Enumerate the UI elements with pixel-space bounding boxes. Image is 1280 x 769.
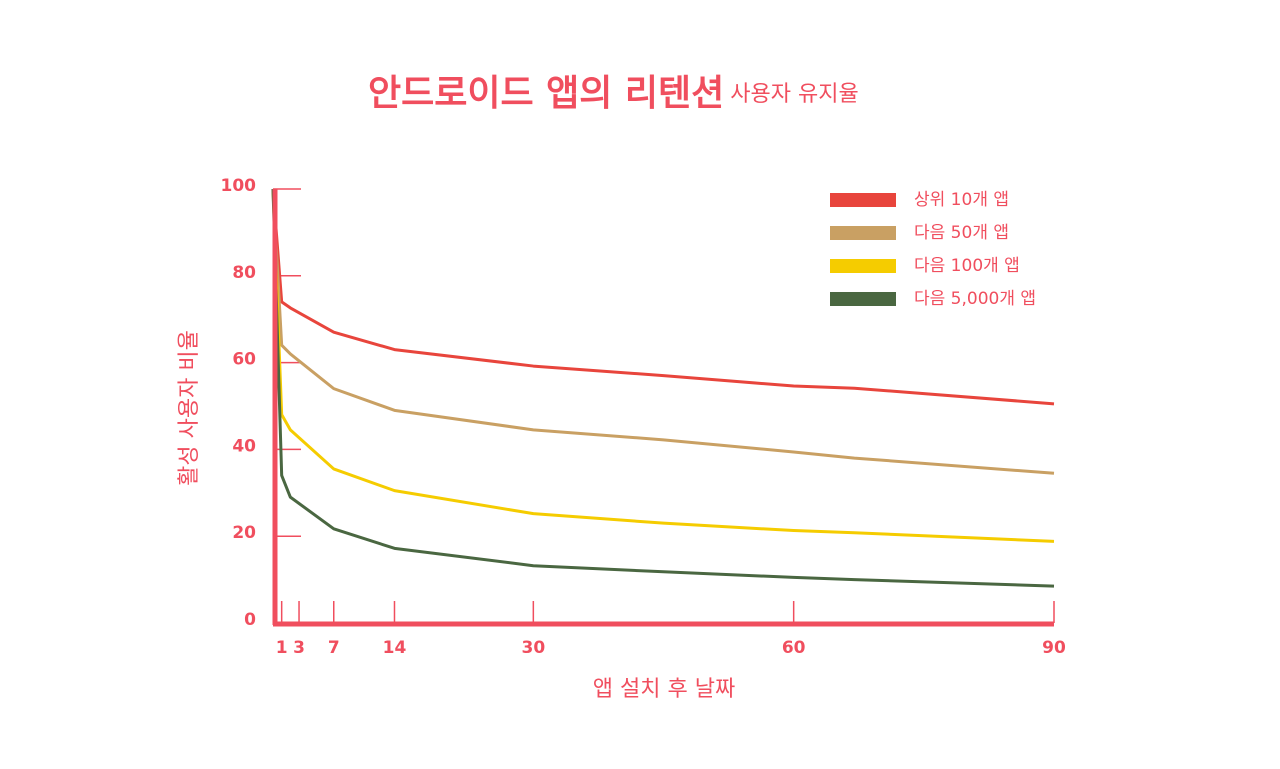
legend-label: 다음 5,000개 앱	[914, 289, 1036, 309]
y-tick-label: 100	[221, 176, 257, 196]
y-tick-label: 80	[232, 263, 256, 283]
legend-swatch	[830, 226, 896, 240]
x-tick-label: 1	[276, 638, 288, 658]
legend-swatch	[830, 193, 896, 207]
x-tick-label: 14	[383, 638, 407, 658]
series-line	[271, 188, 1055, 475]
x-tick-label: 3	[293, 638, 305, 658]
legend-swatch	[830, 259, 896, 273]
series-line	[271, 188, 1055, 588]
legend-label: 다음 50개 앱	[914, 223, 1009, 243]
series-line	[271, 188, 1055, 543]
legend-swatch	[830, 292, 896, 306]
chart-subtitle: 사용자 유지율	[730, 82, 858, 107]
y-tick-label: 40	[232, 436, 256, 456]
x-tick-label: 60	[782, 638, 806, 658]
x-tick-label: 30	[521, 638, 545, 658]
x-axis-label: 앱 설치 후 날짜	[593, 677, 735, 702]
y-tick-label: 60	[232, 350, 256, 370]
chart-title: 안드로이드 앱의 리텐션	[368, 73, 724, 114]
y-tick-label: 20	[232, 523, 256, 543]
x-tick-label: 90	[1042, 638, 1066, 658]
series-line	[271, 188, 1055, 406]
x-tick-label: 7	[328, 638, 340, 658]
y-axis-label: 활성 사용자 비율	[177, 330, 202, 486]
legend-label: 상위 10개 앱	[914, 190, 1009, 210]
legend-label: 다음 100개 앱	[914, 256, 1020, 276]
y-tick-label: 0	[244, 610, 256, 630]
